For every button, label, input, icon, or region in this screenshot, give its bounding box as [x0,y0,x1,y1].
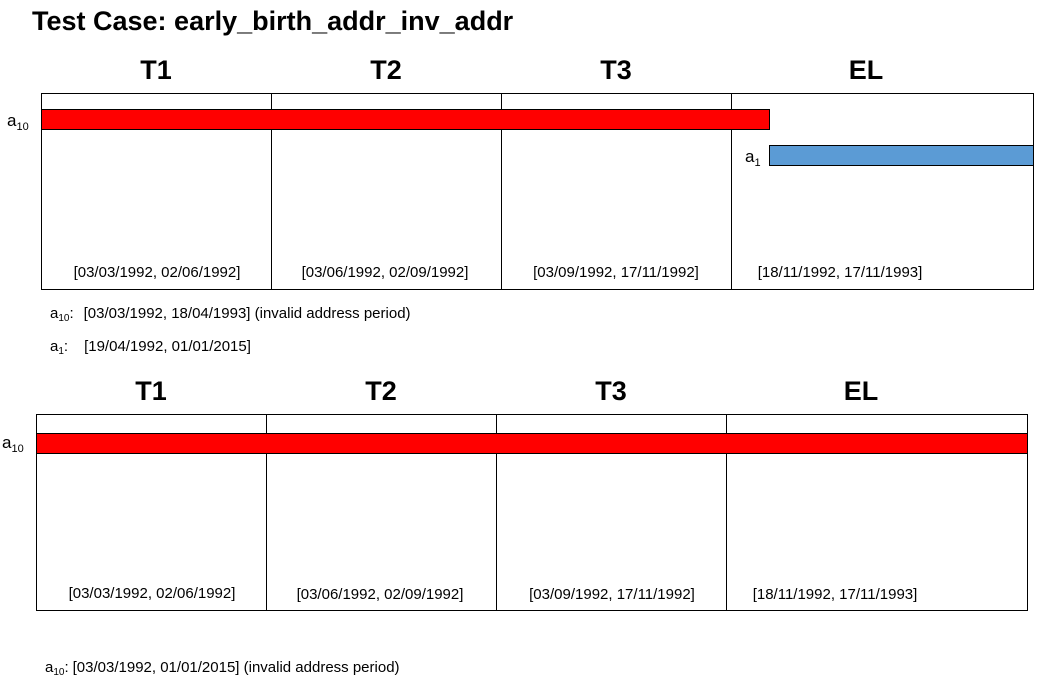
page-title: Test Case: early_birth_addr_inv_addr [32,6,514,36]
column-divider [266,414,267,611]
date-range-el: [18/11/1992, 17/11/1993] [757,264,923,281]
column-header-t3: T3 [600,55,632,85]
date-range-t1: [03/03/1992, 02/06/1992] [73,264,241,281]
date-range-t3: [03/09/1992, 17/11/1992] [529,586,695,603]
column-divider [726,414,727,611]
column-header-t2: T2 [370,55,402,85]
timeline-frame [36,414,1028,611]
column-header-t1: T1 [135,376,167,406]
legend-a10: a10: [03/03/1992, 18/04/1993] (invalid ad… [50,305,411,324]
column-header-el: EL [848,55,884,85]
date-range-t1: [03/03/1992, 02/06/1992] [68,585,236,602]
date-range-t2: [03/06/1992, 02/09/1992] [296,586,464,603]
date-range-t2: [03/06/1992, 02/09/1992] [301,264,469,281]
address-bar-a10 [36,433,1028,454]
column-header-t1: T1 [140,55,172,85]
bar-label-a1: a1 [745,147,761,169]
timeline-frame [41,93,1034,290]
column-header-t2: T2 [365,376,397,406]
bar-label-a10: a10 [7,111,29,133]
column-divider [496,414,497,611]
date-range-t3: [03/09/1992, 17/11/1992] [533,264,699,281]
date-range-el: [18/11/1992, 17/11/1993] [752,586,918,603]
column-divider [731,93,732,290]
column-header-t3: T3 [595,376,627,406]
legend-a10: a10: [03/03/1992, 01/01/2015] (invalid ad… [45,659,400,678]
address-bar-a10 [41,109,770,130]
address-bar-a1 [769,145,1034,166]
column-divider [271,93,272,290]
column-divider [501,93,502,290]
bar-label-a10: a10 [2,433,24,455]
column-header-el: EL [843,376,879,406]
legend-a1: a1: [19/04/1992, 01/01/2015] [50,338,251,357]
